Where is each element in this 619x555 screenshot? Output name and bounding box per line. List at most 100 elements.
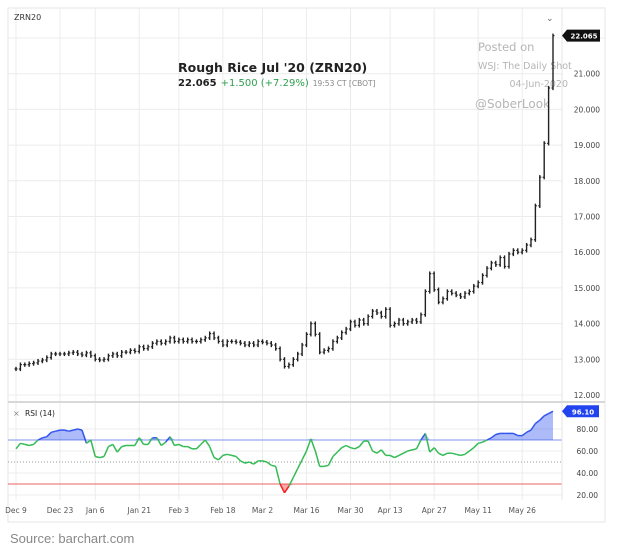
price-bar	[419, 312, 423, 324]
rsi-segment	[513, 432, 519, 437]
price-bar	[344, 326, 348, 335]
price-bar	[186, 337, 190, 344]
price-bar	[89, 350, 93, 358]
rsi-segment	[204, 439, 211, 448]
price-bar	[32, 360, 36, 366]
last-price-tag	[562, 29, 600, 42]
price-bar	[322, 348, 326, 355]
rsi-segment	[411, 448, 417, 451]
price-bar	[216, 335, 220, 344]
oversold-fill	[16, 484, 553, 493]
price-bar	[397, 317, 401, 326]
price-bar	[27, 361, 31, 367]
price-bar	[357, 317, 361, 328]
price-bar	[168, 335, 172, 344]
price-bar	[84, 350, 88, 358]
price-chart[interactable]: ZRN20 ⌄ Posted on WSJ: The Daily Shot 04…	[0, 0, 619, 525]
rsi-segment	[367, 440, 374, 452]
rsi-segment	[46, 431, 52, 438]
rsi-segment	[108, 443, 114, 448]
price-bar	[551, 33, 555, 91]
rsi-segment	[213, 456, 219, 461]
price-bar	[454, 291, 458, 298]
rsi-segment	[526, 429, 532, 433]
price-bar	[327, 346, 331, 353]
rsi-segment	[490, 433, 497, 439]
quote-line: 22.065 +1.500 (+7.29%) 19:53 CT [CBOT]	[178, 78, 376, 89]
rsi-segment	[477, 441, 483, 445]
rsi-segment	[134, 437, 140, 446]
price-bar	[529, 237, 533, 248]
price-bar	[234, 339, 238, 345]
price-bar	[415, 317, 419, 324]
price-bar	[150, 341, 154, 349]
price-bar	[525, 242, 529, 253]
price-bar	[194, 339, 198, 344]
rsi-segment	[539, 415, 545, 421]
x-tick-label: Jan 6	[85, 506, 105, 515]
price-bar	[459, 292, 463, 299]
price-bar	[353, 319, 357, 328]
price-bar	[498, 255, 502, 267]
rsi-segment	[73, 428, 78, 431]
price-bar	[287, 362, 291, 369]
axes: Dec 9 Dec 23 Jan 6 Jan 21 Feb 3 Feb 18 Mar 2 Ma…	[5, 8, 605, 515]
rsi-segment	[548, 410, 554, 415]
price-bar	[177, 337, 181, 344]
x-tick-label: Dec 23	[47, 506, 74, 515]
price-tick-label: 20.000	[574, 105, 600, 114]
overbought-fill	[16, 411, 553, 440]
quote-time: 19:53 CT [CBOT]	[313, 79, 376, 88]
rsi-segment	[55, 429, 61, 432]
rsi-segment	[274, 466, 281, 485]
rsi-segment	[438, 452, 444, 457]
price-bar	[137, 344, 141, 354]
rsi-segment	[327, 456, 334, 466]
rsi-segment	[543, 412, 549, 417]
collapse-chevron-icon[interactable]: ⌄	[546, 14, 554, 24]
price-bar	[260, 339, 264, 345]
rsi-segment	[116, 446, 123, 453]
rsi-segment	[473, 442, 479, 449]
price-bar	[309, 321, 313, 337]
price-bar	[225, 339, 229, 348]
rsi-segment	[323, 464, 329, 468]
price-bar	[450, 289, 454, 296]
price-tick-label: 12.000	[574, 391, 600, 400]
price-bar	[349, 319, 353, 332]
watermark: Posted on WSJ: The Daily Shot 04-Jun-202…	[475, 40, 572, 111]
price-bar	[146, 344, 150, 351]
rsi-segment	[314, 450, 321, 467]
price-bar	[278, 346, 282, 362]
rsi-segment	[415, 439, 422, 450]
source-caption: Source: barchart.com	[10, 531, 135, 546]
x-tick-label: Mar 2	[252, 506, 274, 515]
price-bar	[265, 340, 269, 346]
price-bar	[410, 317, 414, 324]
rsi-segment	[394, 454, 400, 459]
remove-indicator-icon[interactable]: ×	[13, 409, 20, 418]
rsi-label: RSI (14)	[25, 409, 55, 418]
price-bar	[221, 339, 225, 348]
price-bar	[128, 348, 132, 355]
rsi-segment	[77, 428, 83, 431]
x-tick-label: Dec 9	[5, 506, 27, 515]
rsi-segment	[350, 446, 356, 450]
price-bar	[67, 350, 71, 357]
watermark-line: Posted on	[478, 40, 534, 54]
price-bar	[489, 260, 493, 271]
rsi-segment	[297, 459, 303, 469]
price-bar	[445, 289, 449, 301]
price-tick-label: 16.000	[574, 248, 600, 257]
price-bar	[36, 358, 40, 366]
x-tick-label: Mar 30	[337, 506, 363, 515]
price-bars	[14, 33, 555, 372]
rsi-segment	[103, 446, 110, 457]
price-bar	[366, 314, 370, 326]
price-bar	[190, 337, 194, 344]
x-tick-label: Apr 13	[378, 506, 403, 515]
price-bar	[428, 271, 432, 294]
rsi-segment	[121, 444, 127, 448]
price-bar	[243, 341, 247, 348]
rsi-segment	[165, 436, 171, 443]
